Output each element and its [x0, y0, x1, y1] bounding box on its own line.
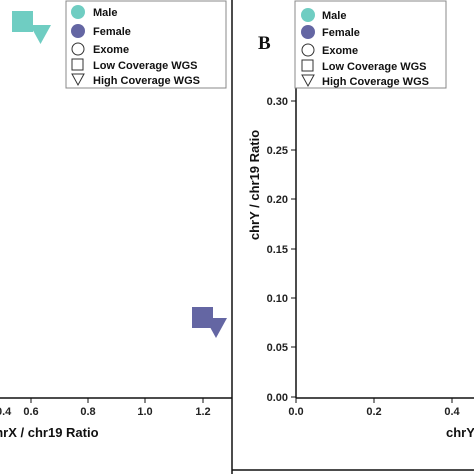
panel-b-y-axis-title: chrY / chr19 Ratio: [247, 130, 262, 240]
y-tick-label: 0.05: [267, 342, 288, 354]
legend-label: Exome: [93, 44, 129, 56]
legend-label: Low Coverage WGS: [93, 60, 198, 72]
legend-label: Female: [322, 27, 360, 39]
y-tick-label: 0.10: [267, 293, 288, 305]
x-tick-label: 1.2: [195, 406, 210, 418]
y-tick-label: 0.20: [267, 194, 288, 206]
legend-label: Male: [322, 10, 346, 22]
female-legend-icon: [71, 24, 85, 38]
open-square-legend-icon: [301, 59, 314, 72]
panel-a-points: [12, 11, 227, 338]
male-legend-icon: [71, 5, 85, 19]
x-tick-label: 0.4: [444, 406, 460, 418]
x-tick-label: 0.8: [80, 406, 95, 418]
male-low-coverage-point: [12, 11, 33, 32]
legend-label: Female: [93, 26, 131, 38]
x-tick-label: 0.2: [366, 406, 381, 418]
x-tick-label: 0.6: [23, 406, 38, 418]
y-tick-label: 0.30: [267, 96, 288, 108]
panel-a-x-ticks: 0.6 0.8 1.0 1.2 0.4: [0, 398, 211, 418]
y-tick-label: 0.15: [267, 244, 288, 256]
legend-panel-b: Male Female Exome Low Coverage WGS High …: [294, 0, 447, 89]
legend-label: Low Coverage WGS: [322, 61, 427, 73]
legend-box: [294, 0, 447, 89]
x-tick-label: 0.0: [288, 406, 303, 418]
male-legend-icon: [301, 8, 315, 22]
legend-label: High Coverage WGS: [322, 76, 429, 88]
panel-b-letter: B: [258, 33, 271, 54]
legend-panel-a: Male Female Exome Low Coverage WGS High …: [65, 0, 227, 89]
legend-label: Male: [93, 7, 117, 19]
panel-b-x-ticks: 0.0 0.2 0.4: [288, 398, 461, 418]
x-tick-label-partial: 0.4: [0, 406, 12, 418]
open-triangle-legend-icon: [301, 74, 315, 88]
female-high-coverage-point: [205, 318, 227, 338]
panel-b-x-axis-title: chrY / chr19 Ratio: [446, 425, 474, 440]
open-circle-legend-icon: [71, 42, 85, 56]
legend-label: Exome: [322, 45, 358, 57]
open-triangle-legend-icon: [71, 73, 85, 87]
legend-label: High Coverage WGS: [93, 75, 200, 87]
open-circle-legend-icon: [301, 43, 315, 57]
panel-a-x-axis-title: chrX / chr19 Ratio: [0, 425, 99, 440]
open-square-legend-icon: [71, 58, 84, 71]
female-legend-icon: [301, 25, 315, 39]
panel-b-y-ticks: 0.30 0.25 0.20 0.15 0.10 0.05 0.00: [267, 96, 296, 404]
y-tick-label: 0.25: [267, 145, 288, 157]
x-tick-label: 1.0: [137, 406, 152, 418]
male-high-coverage-point: [30, 25, 51, 44]
legend-box: [65, 0, 227, 89]
y-tick-label: 0.00: [267, 392, 288, 404]
